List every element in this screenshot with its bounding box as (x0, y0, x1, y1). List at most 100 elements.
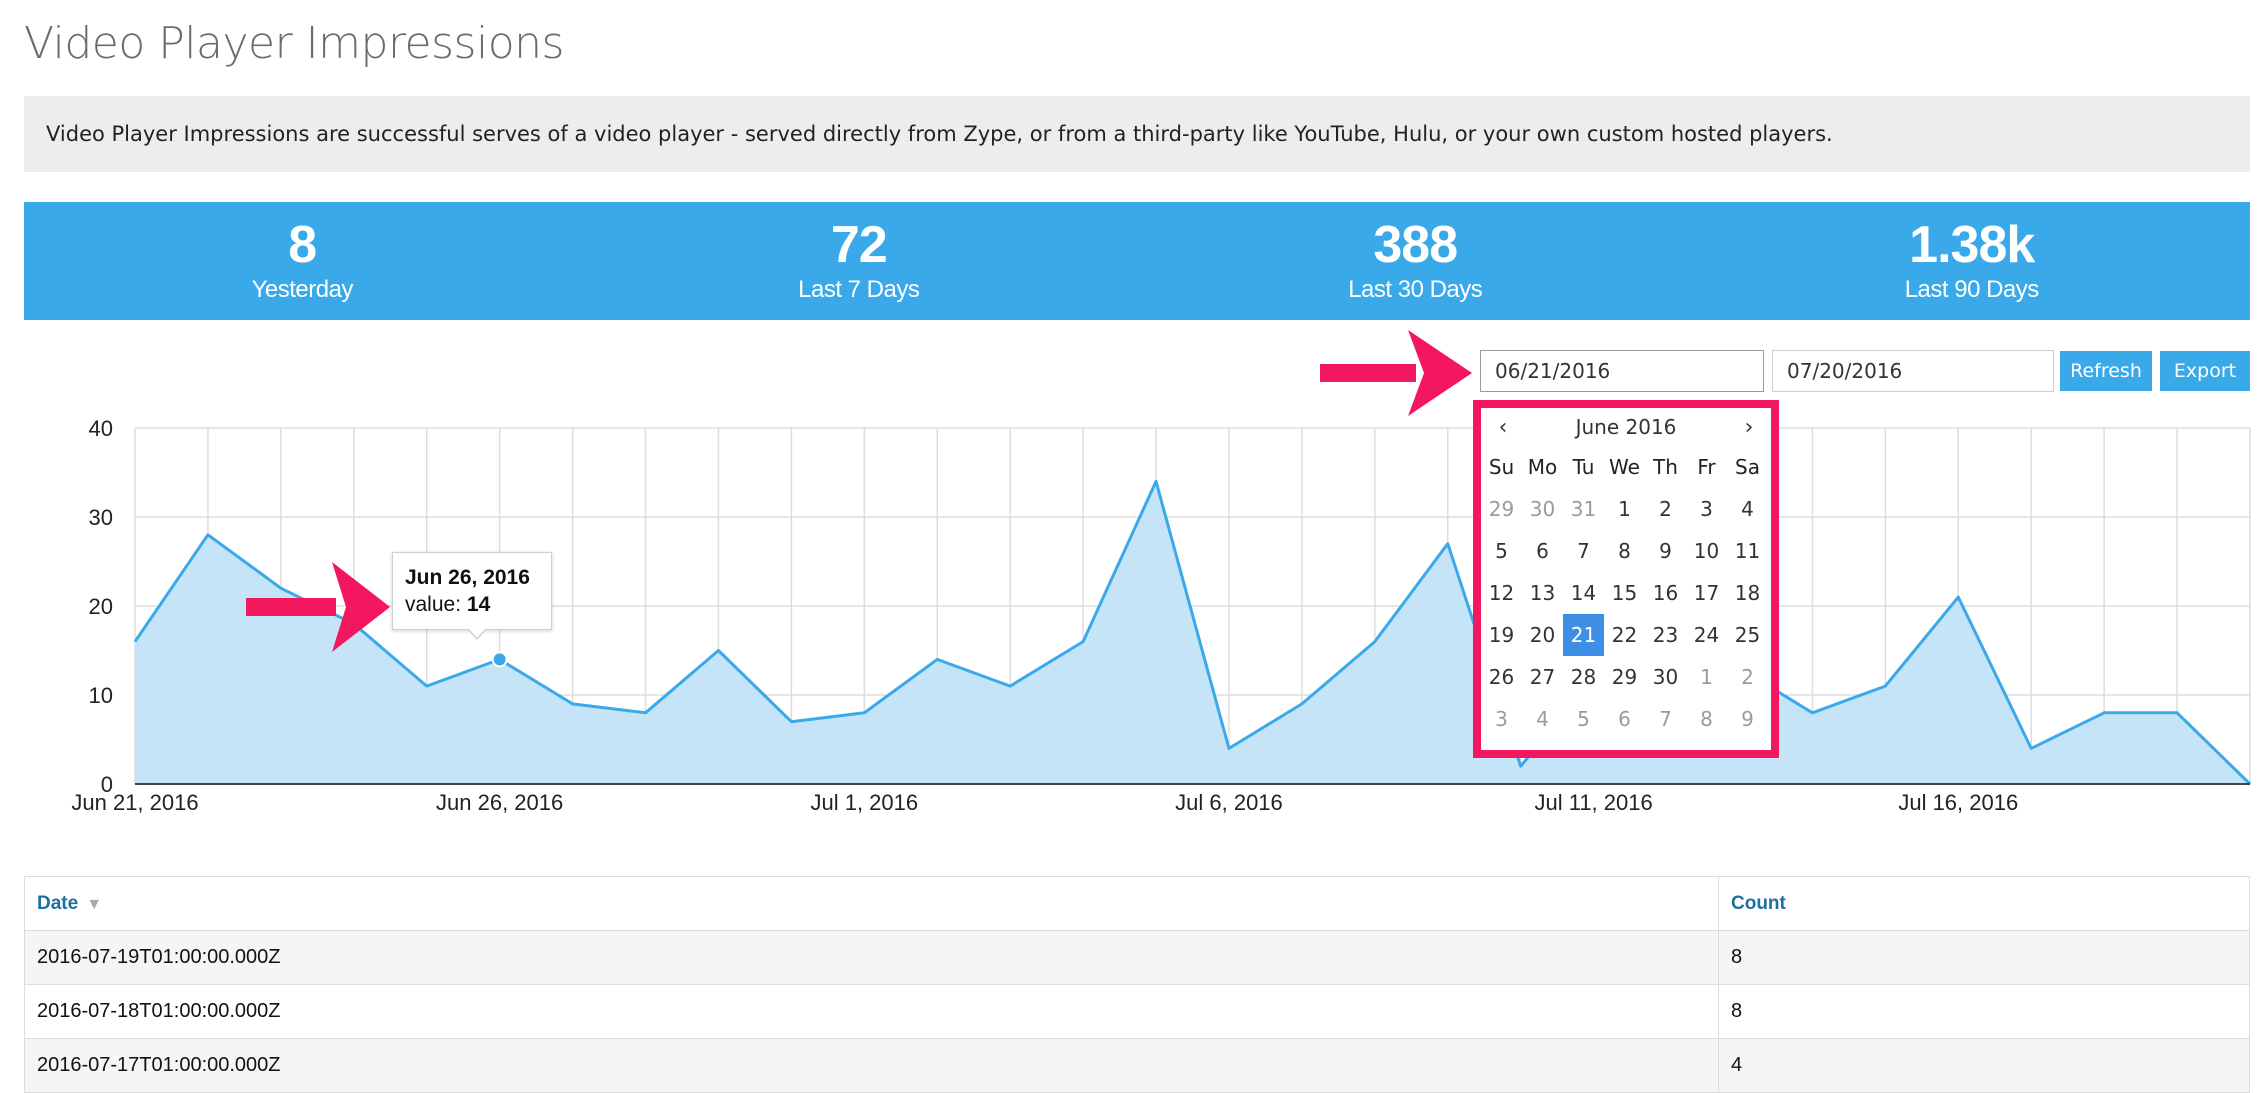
weekday-label: Th (1645, 446, 1686, 488)
stat-last-7-days: 72 Last 7 Days (581, 202, 1138, 320)
datepicker-day[interactable]: 5 (1481, 530, 1522, 572)
datepicker-day[interactable]: 4 (1522, 698, 1563, 740)
table-row: 2016-07-17T01:00:00.000Z 4 (25, 1039, 2250, 1093)
chart-tooltip: Jun 26, 2016 value: 14 (392, 552, 552, 630)
datepicker-day[interactable]: 17 (1686, 572, 1727, 614)
weekday-label: Su (1481, 446, 1522, 488)
datepicker-day[interactable]: 23 (1645, 614, 1686, 656)
datepicker-day[interactable]: 4 (1727, 488, 1768, 530)
datepicker-day[interactable]: 9 (1645, 530, 1686, 572)
datepicker-day[interactable]: 15 (1604, 572, 1645, 614)
stat-label: Last 90 Days (1905, 275, 2039, 305)
export-button[interactable]: Export (2160, 351, 2250, 391)
datepicker-day[interactable]: 30 (1645, 656, 1686, 698)
datepicker-day[interactable]: 5 (1563, 698, 1604, 740)
x-tick-label: Jun 26, 2016 (436, 790, 563, 815)
datepicker-day[interactable]: 1 (1686, 656, 1727, 698)
description-box: Video Player Impressions are successful … (24, 96, 2250, 172)
datepicker-day[interactable]: 14 (1563, 572, 1604, 614)
datepicker-header: ‹ June 2016 › (1481, 408, 1771, 446)
chevron-left-icon[interactable]: ‹ (1481, 415, 1525, 440)
count-cell: 8 (1719, 985, 2250, 1039)
weekday-label: We (1604, 446, 1645, 488)
datepicker-day[interactable]: 3 (1481, 698, 1522, 740)
datepicker-day[interactable]: 29 (1604, 656, 1645, 698)
page-title: Video Player Impressions (24, 18, 564, 69)
weekday-label: Tu (1563, 446, 1604, 488)
count-column-header[interactable]: Count (1719, 877, 2250, 931)
start-date-input[interactable] (1480, 350, 1764, 392)
datepicker-day[interactable]: 25 (1727, 614, 1768, 656)
tooltip-date: Jun 26, 2016 (405, 565, 539, 591)
datepicker-day[interactable]: 31 (1563, 488, 1604, 530)
y-tick-label: 40 (89, 416, 113, 441)
stat-last-90-days: 1.38k Last 90 Days (1694, 202, 2251, 320)
stat-value: 72 (831, 217, 887, 273)
datepicker-day[interactable]: 2 (1645, 488, 1686, 530)
y-tick-label: 30 (89, 505, 113, 530)
datepicker-day[interactable]: 8 (1686, 698, 1727, 740)
datepicker-month-title[interactable]: June 2016 (1525, 415, 1727, 439)
count-header-label: Count (1731, 893, 1786, 914)
datepicker-day-selected[interactable]: 21 (1563, 614, 1604, 656)
x-tick-label: Jul 16, 2016 (1898, 790, 2018, 815)
y-tick-label: 10 (89, 683, 113, 708)
datepicker-day[interactable]: 19 (1481, 614, 1522, 656)
table-header-row: Date▼ Count (25, 877, 2250, 931)
datepicker-day[interactable]: 6 (1604, 698, 1645, 740)
datepicker-day[interactable]: 9 (1727, 698, 1768, 740)
datepicker-day[interactable]: 11 (1727, 530, 1768, 572)
weekday-label: Fr (1686, 446, 1727, 488)
datepicker-day[interactable]: 12 (1481, 572, 1522, 614)
count-cell: 8 (1719, 931, 2250, 985)
refresh-button[interactable]: Refresh (2060, 351, 2152, 391)
annotation-arrow-tooltip (244, 558, 394, 658)
date-cell: 2016-07-17T01:00:00.000Z (25, 1039, 1719, 1093)
y-tick-label: 20 (89, 594, 113, 619)
chevron-right-icon[interactable]: › (1727, 415, 1771, 440)
tooltip-value: 14 (467, 593, 490, 616)
x-tick-label: Jul 1, 2016 (810, 790, 918, 815)
stat-label: Yesterday (252, 275, 353, 305)
datepicker-day[interactable]: 6 (1522, 530, 1563, 572)
datepicker-day[interactable]: 22 (1604, 614, 1645, 656)
data-point-highlighted (493, 652, 507, 666)
datepicker-day[interactable]: 2 (1727, 656, 1768, 698)
x-tick-label: Jun 21, 2016 (71, 790, 198, 815)
stats-bar: 8 Yesterday 72 Last 7 Days 388 Last 30 D… (24, 202, 2250, 320)
datepicker-day[interactable]: 28 (1563, 656, 1604, 698)
stat-last-30-days: 388 Last 30 Days (1137, 202, 1694, 320)
end-date-input[interactable] (1772, 350, 2054, 392)
datepicker-day[interactable]: 1 (1604, 488, 1645, 530)
stat-label: Last 7 Days (798, 275, 919, 305)
datepicker-day[interactable]: 7 (1645, 698, 1686, 740)
date-header-label: Date (37, 893, 78, 914)
stat-value: 8 (288, 217, 316, 273)
count-cell: 4 (1719, 1039, 2250, 1093)
datepicker-day[interactable]: 26 (1481, 656, 1522, 698)
tooltip-caret (467, 629, 487, 640)
description-text: Video Player Impressions are successful … (46, 122, 1833, 146)
data-table: Date▼ Count 2016-07-19T01:00:00.000Z 8 2… (24, 876, 2250, 1093)
datepicker-day[interactable]: 24 (1686, 614, 1727, 656)
datepicker-day[interactable]: 27 (1522, 656, 1563, 698)
datepicker-day[interactable]: 18 (1727, 572, 1768, 614)
table-row: 2016-07-18T01:00:00.000Z 8 (25, 985, 2250, 1039)
stat-label: Last 30 Days (1348, 275, 1482, 305)
datepicker-day[interactable]: 13 (1522, 572, 1563, 614)
weekday-label: Sa (1727, 446, 1768, 488)
datepicker-day[interactable]: 3 (1686, 488, 1727, 530)
datepicker-day[interactable]: 30 (1522, 488, 1563, 530)
datepicker-day[interactable]: 20 (1522, 614, 1563, 656)
datepicker-day[interactable]: 8 (1604, 530, 1645, 572)
table-row: 2016-07-19T01:00:00.000Z 8 (25, 931, 2250, 985)
date-column-header[interactable]: Date▼ (25, 877, 1719, 931)
datepicker-day[interactable]: 16 (1645, 572, 1686, 614)
tooltip-value-label: value: (405, 593, 461, 616)
datepicker-day[interactable]: 10 (1686, 530, 1727, 572)
datepicker-day[interactable]: 29 (1481, 488, 1522, 530)
datepicker-day[interactable]: 7 (1563, 530, 1604, 572)
stat-value: 388 (1373, 217, 1457, 273)
